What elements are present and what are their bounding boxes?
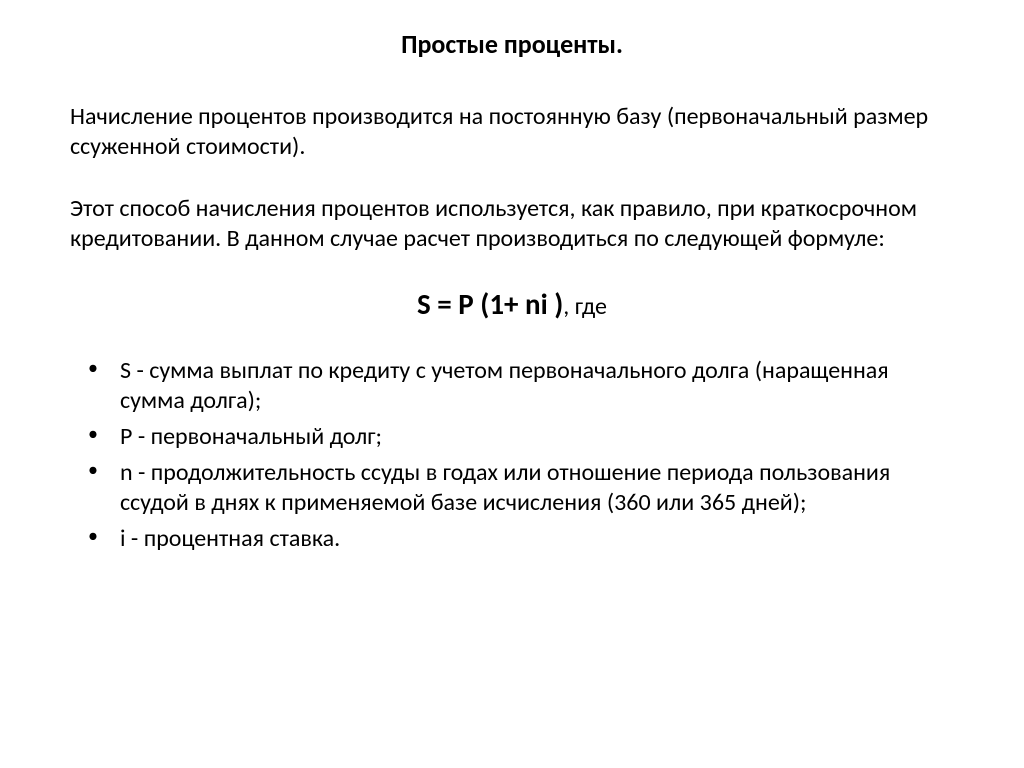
definitions-block: S - сумма выплат по кредиту с учетом пер… (70, 356, 954, 554)
formula-expression: S = P (1+ ni ) (417, 286, 563, 322)
list-item: S - сумма выплат по кредиту с учетом пер… (88, 356, 954, 416)
formula-block: S = P (1+ ni ), где (70, 286, 954, 322)
formula-suffix: , где (563, 292, 607, 321)
page-title: Простые проценты. (70, 28, 954, 60)
intro-paragraph-1: Начисление процентов производится на пос… (70, 102, 954, 162)
list-item: i - процентная ставка. (88, 524, 954, 554)
list-item: n - продолжительность ссуды в годах или … (88, 458, 954, 518)
definitions-list: S - сумма выплат по кредиту с учетом пер… (70, 356, 954, 554)
list-item: P - первоначальный долг; (88, 422, 954, 452)
intro-paragraph-2: Этот способ начисления процентов использ… (70, 194, 954, 254)
